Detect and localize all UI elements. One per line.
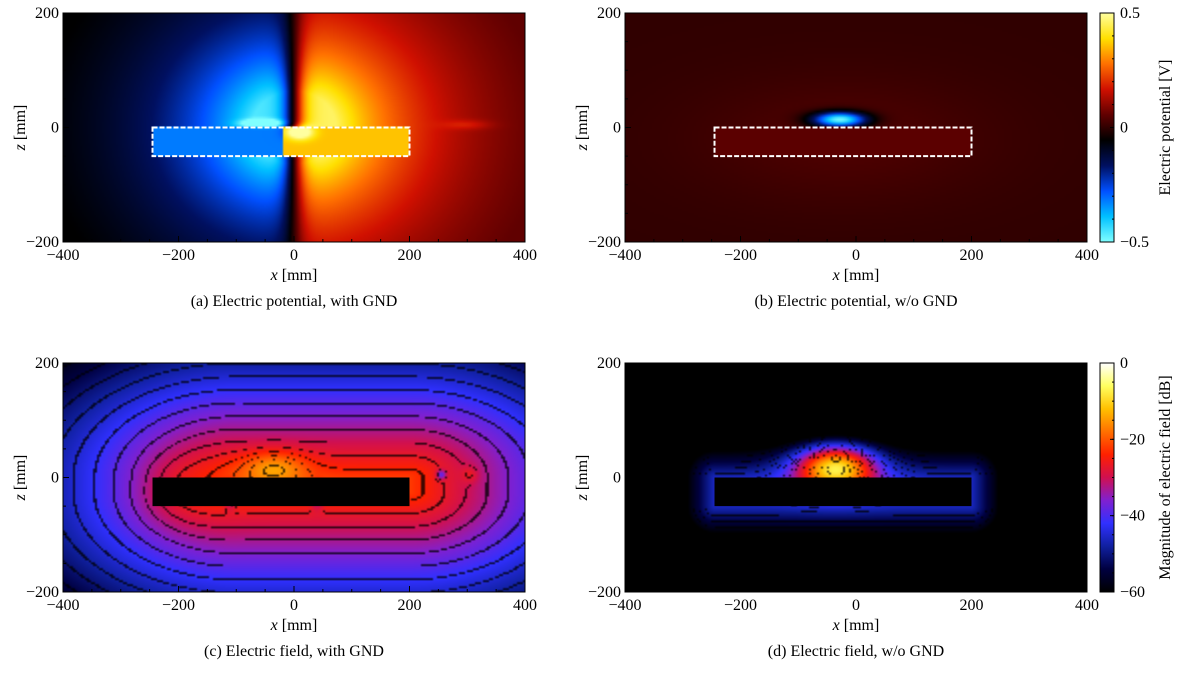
x-tick-label: 0 [290, 597, 298, 614]
x-tick-label: −400 [608, 247, 641, 264]
x-tick-label: −400 [46, 247, 79, 264]
plate-outline [713, 126, 973, 158]
y-axis-variable: z [12, 493, 29, 501]
y-tick-label: 200 [35, 5, 59, 22]
y-tick-label: −200 [588, 234, 621, 251]
x-tick-label: 200 [398, 247, 422, 264]
y-axis-label: z [mm] [574, 105, 591, 152]
colorbar-tick-label: −0.5 [1120, 234, 1149, 251]
x-tick-label: 400 [1075, 247, 1099, 264]
y-axis-unit: [mm] [574, 105, 591, 145]
x-axis-label: x [mm] [270, 267, 318, 284]
y-tick-label: 0 [51, 470, 59, 487]
y-tick-label: −200 [26, 584, 59, 601]
panel-caption: (c) Electric field, with GND [204, 643, 384, 660]
x-tick-label: 400 [513, 597, 537, 614]
x-tick-label: 400 [513, 247, 537, 264]
colorbar-1: 0.5 0 −0.5 Electric potential [V] [1099, 5, 1174, 251]
x-tick-label: 400 [1075, 597, 1099, 614]
y-tick-label: 200 [597, 355, 621, 372]
x-tick-label: 200 [398, 597, 422, 614]
y-axis-variable: z [574, 493, 591, 501]
x-tick-label: 200 [960, 597, 984, 614]
y-tick-label: 0 [51, 120, 59, 137]
y-axis-label: z [mm] [574, 455, 591, 502]
y-axis-variable: z [12, 143, 29, 151]
panel-caption: (b) Electric potential, w/o GND [754, 293, 957, 310]
x-axis-label: x [mm] [270, 617, 318, 634]
x-tick-label: −400 [608, 597, 641, 614]
panel-caption: (d) Electric field, w/o GND [768, 643, 944, 660]
x-axis-variable: x [270, 267, 278, 284]
x-axis-variable: x [832, 617, 840, 634]
x-tick-label: −200 [162, 597, 195, 614]
x-tick-label: −400 [46, 597, 79, 614]
x-axis-variable: x [270, 617, 278, 634]
x-axis-unit: [mm] [840, 617, 880, 634]
y-tick-label: 0 [613, 120, 621, 137]
y-tick-label: 0 [613, 470, 621, 487]
y-axis-variable: z [574, 143, 591, 151]
x-axis-unit: [mm] [278, 267, 318, 284]
x-tick-label: −200 [724, 597, 757, 614]
colorbar-tick-label: 0.5 [1120, 5, 1140, 22]
y-tick-label: 200 [35, 355, 59, 372]
y-tick-label: 200 [597, 5, 621, 22]
x-tick-label: 0 [852, 597, 860, 614]
x-tick-label: 0 [852, 247, 860, 264]
colorbar-label: Magnitude of electric field [dB] [1157, 375, 1174, 579]
x-axis-unit: [mm] [278, 617, 318, 634]
y-axis-label: z [mm] [12, 105, 29, 152]
plate-outline [151, 126, 411, 158]
plate-solid [152, 477, 410, 507]
y-axis-unit: [mm] [12, 105, 29, 145]
colorbar-tick-label: −60 [1120, 584, 1145, 601]
x-tick-label: 0 [290, 247, 298, 264]
x-tick-label: −200 [162, 247, 195, 264]
colorbar-label: Electric potential [V] [1157, 60, 1174, 196]
x-tick-label: 200 [960, 247, 984, 264]
x-axis-variable: x [832, 267, 840, 284]
x-axis-label: x [mm] [832, 617, 880, 634]
colorbar-tick-label: 0 [1120, 355, 1128, 372]
plate-solid [714, 477, 972, 507]
y-axis-unit: [mm] [574, 455, 591, 495]
y-tick-label: −200 [26, 234, 59, 251]
colorbar-gradient [1099, 362, 1115, 593]
colorbar-tick-label: 0 [1120, 120, 1128, 137]
y-tick-label: −200 [588, 584, 621, 601]
x-axis-label: x [mm] [832, 267, 880, 284]
colorbar-2: 0 −20 −40 −60 Magnitude of electric field [d… [1099, 355, 1174, 601]
colorbar-tick-label: −40 [1120, 508, 1145, 525]
x-tick-label: −200 [724, 247, 757, 264]
y-axis-label: z [mm] [12, 455, 29, 502]
panel-caption: (a) Electric potential, with GND [191, 293, 398, 310]
x-axis-unit: [mm] [840, 267, 880, 284]
colorbar-tick-label: −20 [1120, 431, 1145, 448]
y-axis-unit: [mm] [12, 455, 29, 495]
